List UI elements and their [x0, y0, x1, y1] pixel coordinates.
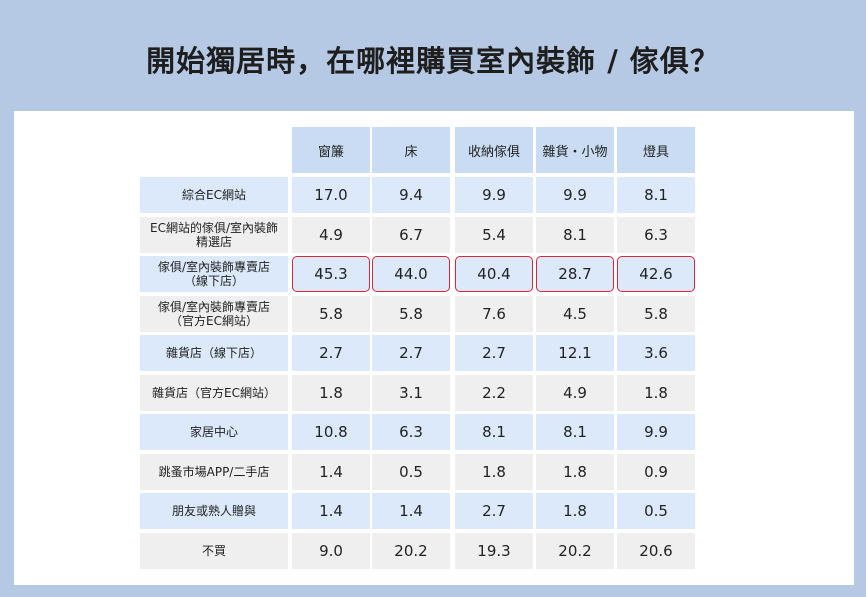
row-label: 跳蚤市場APP/二手店: [140, 453, 288, 490]
row-label: 雜貨店（官方EC網站）: [140, 374, 288, 411]
table-cell: 0.9: [617, 453, 695, 490]
table-cell: 1.8: [536, 453, 614, 490]
table-panel: 窗簾床收納傢俱 雜貨・小物 燈具 綜合EC網站 17.0 9.4 9.9 9.9 8.1 EC網站…: [14, 111, 854, 585]
column-header: 雜貨・小物: [536, 127, 614, 173]
table-cell: 8.1: [617, 177, 695, 213]
table-cell-highlighted: 42.6: [617, 256, 695, 292]
column-header: 窗簾: [292, 127, 370, 173]
table-cell: 10.8: [292, 414, 370, 450]
table-cell: 9.9: [617, 414, 695, 450]
table-cell: 6.3: [372, 414, 450, 450]
table-cell-highlighted: 45.3: [292, 256, 370, 292]
row-label: 傢俱/室內裝飾專賣店（官方EC網站）: [140, 295, 288, 332]
table-cell: 4.5: [536, 295, 614, 332]
table-cell: 6.3: [617, 216, 695, 253]
table-cell: 2.2: [455, 374, 533, 411]
table-cell: 20.6: [617, 532, 695, 569]
table-cell-highlighted: 28.7: [536, 256, 614, 292]
column-header: 收納傢俱: [455, 127, 533, 173]
row-label: 不買: [140, 532, 288, 569]
table-cell: 4.9: [292, 216, 370, 253]
row-label: 家居中心: [140, 414, 288, 450]
table-cell: 8.1: [536, 414, 614, 450]
table-cell: 8.1: [455, 414, 533, 450]
table-cell: 3.6: [617, 335, 695, 371]
table-cell: 5.8: [292, 295, 370, 332]
table-cell: 1.8: [617, 374, 695, 411]
table-cell: 20.2: [372, 532, 450, 569]
table-cell: 5.8: [617, 295, 695, 332]
table-cell: 1.4: [292, 493, 370, 529]
table-cell: 12.1: [536, 335, 614, 371]
table-cell: 7.6: [455, 295, 533, 332]
table-cell: 3.1: [372, 374, 450, 411]
table-cell: 5.8: [372, 295, 450, 332]
table-cell: 9.9: [536, 177, 614, 213]
table-cell: 2.7: [455, 493, 533, 529]
table-cell: 9.0: [292, 532, 370, 569]
table-cell: 1.4: [292, 453, 370, 490]
table-cell: 9.9: [455, 177, 533, 213]
table-cell: 1.8: [292, 374, 370, 411]
table-cell: 1.4: [372, 493, 450, 529]
table-cell: 2.7: [292, 335, 370, 371]
table-cell: 20.2: [536, 532, 614, 569]
column-header: 燈具: [617, 127, 695, 173]
table-cell: 1.8: [455, 453, 533, 490]
table-cell: 8.1: [536, 216, 614, 253]
row-label: 傢俱/室內裝飾專賣店（線下店）: [140, 256, 288, 292]
row-label: 朋友或熟人贈與: [140, 493, 288, 529]
page-title: 開始獨居時，在哪裡購買室內裝飾 / 傢俱？: [146, 44, 720, 78]
table-cell: 5.4: [455, 216, 533, 253]
table-cell: 1.8: [536, 493, 614, 529]
row-label: 綜合EC網站: [140, 177, 288, 213]
row-label: 雜貨店（線下店）: [140, 335, 288, 371]
table-cell-highlighted: 44.0: [372, 256, 450, 292]
table-cell: 17.0: [292, 177, 370, 213]
table-cell: 0.5: [372, 453, 450, 490]
table-cell-highlighted: 40.4: [455, 256, 533, 292]
column-header: 床: [372, 127, 450, 173]
table-cell: 2.7: [372, 335, 450, 371]
table-cell: 4.9: [536, 374, 614, 411]
table-cell: 6.7: [372, 216, 450, 253]
table-cell: 0.5: [617, 493, 695, 529]
row-label: EC網站的傢俱/室內裝飾精選店: [140, 216, 288, 253]
data-table: 窗簾床收納傢俱 雜貨・小物 燈具 綜合EC網站 17.0 9.4 9.9 9.9 8.1 EC網站…: [14, 111, 854, 585]
table-cell: 9.4: [372, 177, 450, 213]
table-cell: 19.3: [455, 532, 533, 569]
table-cell: 2.7: [455, 335, 533, 371]
